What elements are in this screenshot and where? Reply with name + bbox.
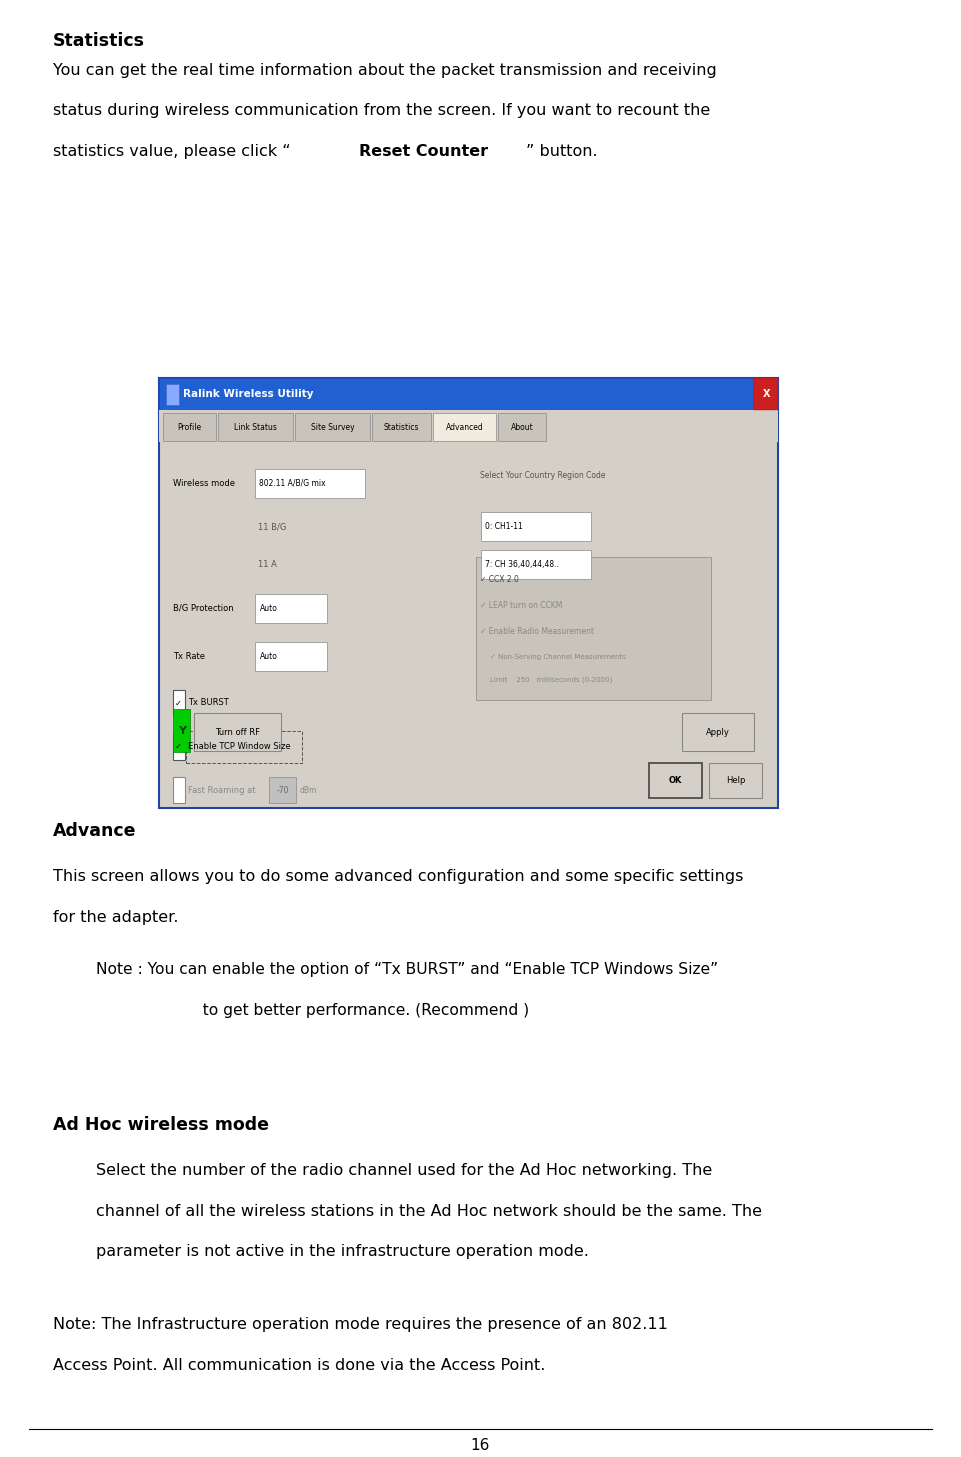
FancyBboxPatch shape xyxy=(372,414,431,441)
Text: X: X xyxy=(763,389,770,399)
FancyBboxPatch shape xyxy=(649,762,702,797)
FancyBboxPatch shape xyxy=(194,712,281,750)
Text: OK: OK xyxy=(669,775,681,785)
Text: Ad Hoc wireless mode: Ad Hoc wireless mode xyxy=(53,1116,269,1135)
Text: 16: 16 xyxy=(471,1438,490,1453)
Text: Statistics: Statistics xyxy=(53,32,145,50)
Bar xyxy=(173,708,190,752)
Text: Note : You can enable the option of “Tx BURST” and “Enable TCP Windows Size”: Note : You can enable the option of “Tx … xyxy=(96,962,718,978)
FancyBboxPatch shape xyxy=(682,712,754,750)
Text: Access Point. All communication is done via the Access Point.: Access Point. All communication is done … xyxy=(53,1358,545,1372)
Bar xyxy=(159,379,778,411)
Bar xyxy=(754,379,778,411)
Text: Turn off RF: Turn off RF xyxy=(215,727,259,737)
Text: Help: Help xyxy=(726,775,746,785)
FancyBboxPatch shape xyxy=(186,730,302,762)
Text: Note: The Infrastructure operation mode requires the presence of an 802.11: Note: The Infrastructure operation mode … xyxy=(53,1317,668,1332)
Text: Link Status: Link Status xyxy=(234,423,277,431)
Text: ✓: ✓ xyxy=(175,742,183,752)
Text: Select Your Country Region Code: Select Your Country Region Code xyxy=(480,472,606,481)
Text: ✓ Enable Radio Measurement: ✓ Enable Radio Measurement xyxy=(480,628,595,637)
Text: ✓ Non-Serving Channel Measurements: ✓ Non-Serving Channel Measurements xyxy=(490,654,626,660)
Bar xyxy=(166,385,179,405)
Text: Apply: Apply xyxy=(706,727,730,737)
Text: Auto: Auto xyxy=(259,651,278,661)
Bar xyxy=(159,411,778,443)
Text: Statistics: Statistics xyxy=(384,423,419,431)
Text: for the adapter.: for the adapter. xyxy=(53,909,179,925)
FancyBboxPatch shape xyxy=(173,733,185,759)
Text: Wireless mode: Wireless mode xyxy=(173,479,235,488)
Text: ✓: ✓ xyxy=(175,698,183,708)
Text: Advance: Advance xyxy=(53,822,136,841)
Text: Tx Rate: Tx Rate xyxy=(173,651,205,661)
Text: -70: -70 xyxy=(276,785,289,796)
Text: 11 B/G: 11 B/G xyxy=(258,523,286,532)
Text: ” button.: ” button. xyxy=(526,144,598,159)
FancyBboxPatch shape xyxy=(480,513,591,542)
Text: Profile: Profile xyxy=(178,423,202,431)
Text: Auto: Auto xyxy=(259,603,278,613)
Text: status during wireless communication from the screen. If you want to recount the: status during wireless communication fro… xyxy=(53,103,710,118)
FancyBboxPatch shape xyxy=(173,777,185,803)
Text: 0: CH1-11: 0: CH1-11 xyxy=(485,523,523,532)
FancyBboxPatch shape xyxy=(163,414,216,441)
FancyBboxPatch shape xyxy=(218,414,293,441)
Text: Advanced: Advanced xyxy=(446,423,483,431)
Text: Select the number of the radio channel used for the Ad Hoc networking. The: Select the number of the radio channel u… xyxy=(96,1163,712,1177)
Text: Enable TCP Window Size: Enable TCP Window Size xyxy=(188,742,291,752)
FancyBboxPatch shape xyxy=(173,689,185,715)
Text: dBm: dBm xyxy=(300,785,317,796)
Text: Site Survey: Site Survey xyxy=(310,423,355,431)
Text: Fast Roaming at: Fast Roaming at xyxy=(188,785,256,796)
FancyBboxPatch shape xyxy=(269,777,296,803)
FancyBboxPatch shape xyxy=(480,551,591,580)
Text: 7: CH 36,40,44,48..: 7: CH 36,40,44,48.. xyxy=(485,561,559,570)
Text: You can get the real time information about the packet transmission and receivin: You can get the real time information ab… xyxy=(53,63,717,77)
FancyBboxPatch shape xyxy=(498,414,546,441)
Text: This screen allows you to do some advanced configuration and some specific setti: This screen allows you to do some advanc… xyxy=(53,868,743,884)
Text: Tx BURST: Tx BURST xyxy=(188,698,229,708)
Text: ✓ CCX 2.0: ✓ CCX 2.0 xyxy=(480,576,519,584)
FancyBboxPatch shape xyxy=(255,643,327,672)
FancyBboxPatch shape xyxy=(159,379,778,807)
Text: Ralink Wireless Utility: Ralink Wireless Utility xyxy=(183,389,313,399)
Text: 802.11 A/B/G mix: 802.11 A/B/G mix xyxy=(259,479,326,488)
FancyBboxPatch shape xyxy=(433,414,496,441)
FancyBboxPatch shape xyxy=(709,762,762,797)
FancyBboxPatch shape xyxy=(476,558,711,699)
Text: B/G Protection: B/G Protection xyxy=(173,603,234,613)
Text: statistics value, please click “: statistics value, please click “ xyxy=(53,144,290,159)
Text: Limit    250   milliseconds (0-2000): Limit 250 milliseconds (0-2000) xyxy=(490,678,612,683)
FancyBboxPatch shape xyxy=(295,414,370,441)
Text: ✓ LEAP turn on CCKM: ✓ LEAP turn on CCKM xyxy=(480,602,563,610)
Text: 11 A: 11 A xyxy=(258,561,277,570)
Text: to get better performance. (Recommend ): to get better performance. (Recommend ) xyxy=(154,1002,529,1018)
FancyBboxPatch shape xyxy=(255,594,327,624)
FancyBboxPatch shape xyxy=(255,469,365,498)
Text: channel of all the wireless stations in the Ad Hoc network should be the same. T: channel of all the wireless stations in … xyxy=(96,1203,762,1218)
Text: Reset Counter: Reset Counter xyxy=(359,144,488,159)
Text: parameter is not active in the infrastructure operation mode.: parameter is not active in the infrastru… xyxy=(96,1244,589,1259)
Text: Y: Y xyxy=(178,726,185,736)
Text: About: About xyxy=(510,423,533,431)
